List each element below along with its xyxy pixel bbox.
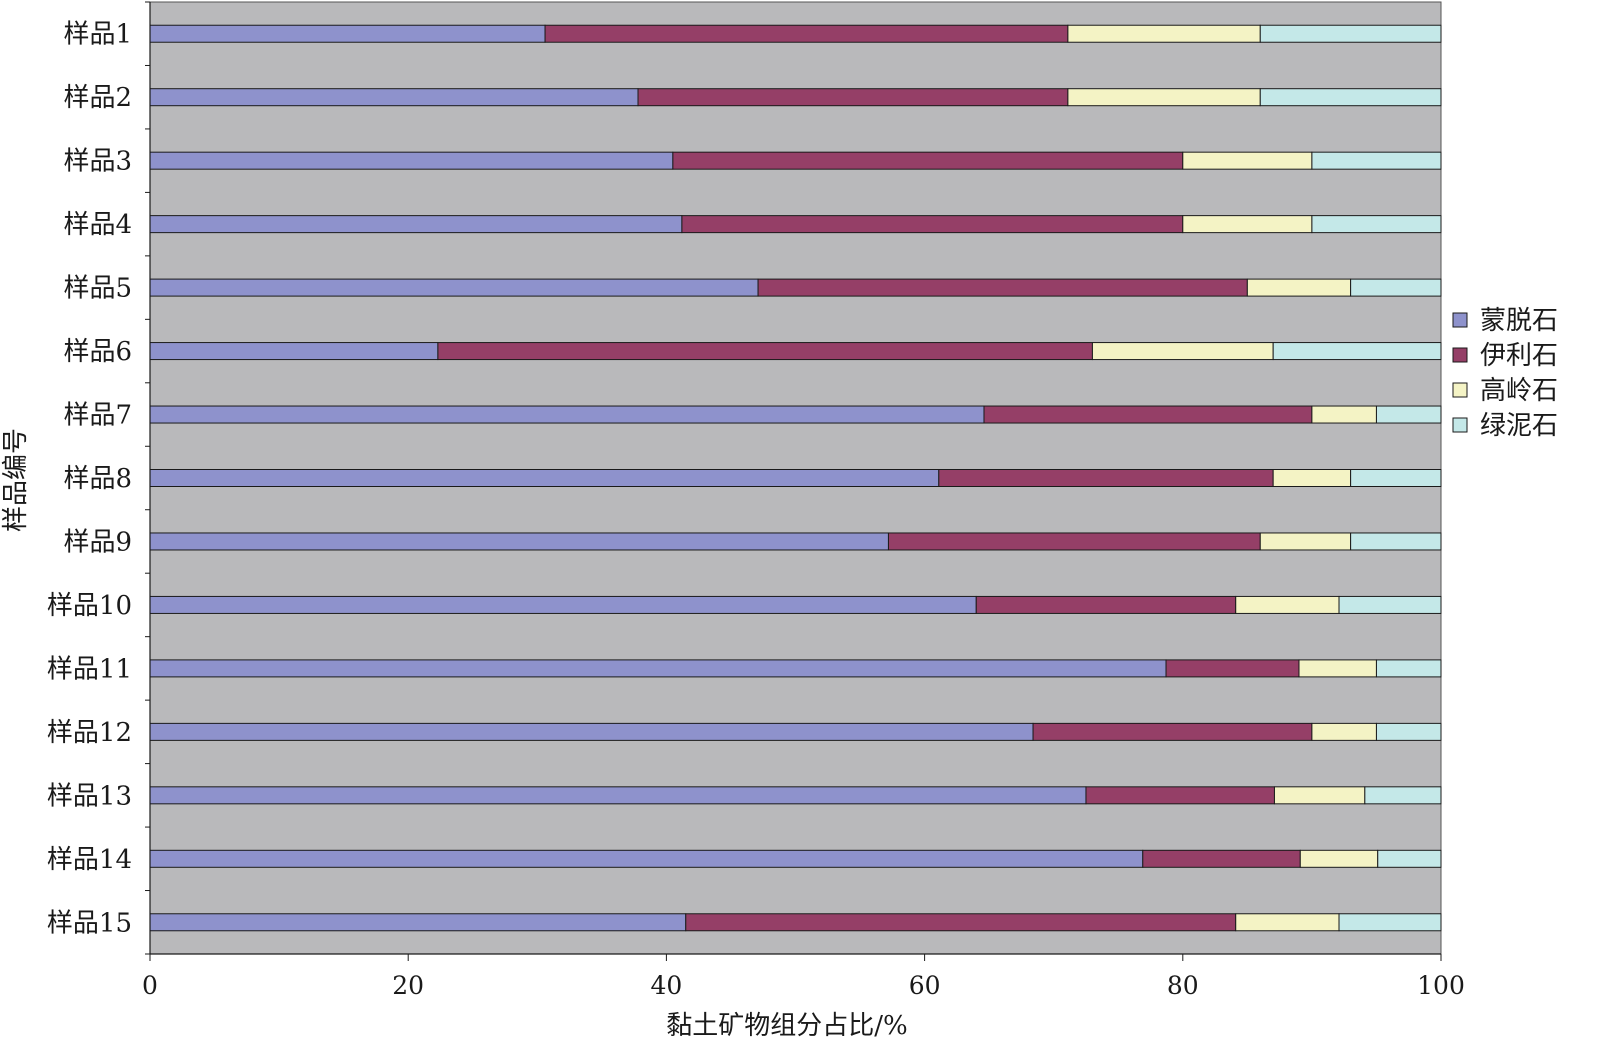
x-tick-label: 60 [909, 971, 941, 1000]
bar-6-series-2 [437, 342, 1093, 361]
y-tick-label: 样品15 [47, 908, 132, 938]
bar-6-series-3 [1091, 342, 1274, 361]
bar-6-series-4 [1272, 342, 1442, 361]
legend-swatch [1452, 382, 1468, 398]
bar-7-series-3 [1311, 405, 1377, 424]
bar-11-series-4 [1375, 659, 1442, 678]
bar-14-series-1 [149, 849, 1144, 868]
bar-5-series-2 [757, 278, 1248, 297]
y-tick-label: 样品10 [47, 591, 132, 621]
bar-1-series-1 [149, 24, 546, 43]
bars [149, 24, 1442, 932]
y-tick-label: 样品4 [63, 210, 132, 240]
y-tick-label: 样品11 [47, 654, 132, 684]
bar-15-series-2 [685, 913, 1237, 932]
y-tick-label: 样品13 [47, 781, 132, 811]
bar-14-series-3 [1299, 849, 1379, 868]
bar-9-series-4 [1350, 532, 1442, 551]
bar-11-series-2 [1165, 659, 1300, 678]
legend-swatch [1452, 347, 1468, 363]
bar-1-series-3 [1067, 24, 1261, 43]
bar-8-series-4 [1350, 469, 1442, 487]
bar-5-series-4 [1350, 278, 1442, 297]
bar-12-series-3 [1311, 722, 1377, 741]
legend-label: 伊利石 [1480, 341, 1558, 371]
bar-3-series-1 [149, 151, 674, 170]
bar-10-series-3 [1235, 595, 1340, 614]
legend-swatch [1452, 312, 1468, 328]
bar-13-series-1 [149, 786, 1087, 805]
bar-3-series-2 [672, 151, 1184, 170]
bar-8-series-1 [149, 469, 940, 487]
bar-14-series-4 [1377, 849, 1442, 868]
x-tick-label: 100 [1417, 971, 1465, 1000]
bar-10-series-4 [1338, 595, 1442, 614]
bar-12-series-1 [149, 722, 1034, 741]
bar-15-series-3 [1235, 913, 1340, 932]
bar-11-series-3 [1298, 659, 1377, 678]
y-tick-label: 样品7 [63, 401, 132, 431]
bar-2-series-4 [1259, 88, 1442, 107]
bar-4-series-1 [149, 215, 683, 234]
bar-7-series-1 [149, 405, 985, 424]
bar-8-series-3 [1272, 469, 1352, 487]
legend-label: 绿泥石 [1480, 411, 1558, 441]
bar-14-series-2 [1142, 849, 1301, 868]
bar-12-series-4 [1375, 722, 1442, 741]
bar-1-series-2 [544, 24, 1069, 43]
bar-3-series-3 [1182, 151, 1313, 170]
bar-2-series-1 [149, 88, 639, 107]
y-tick-label: 样品14 [47, 845, 132, 875]
x-axis-title: 黏土矿物组分占比/% [666, 1011, 907, 1041]
y-tick-label: 样品2 [63, 83, 132, 113]
bar-9-series-1 [149, 532, 889, 551]
bar-13-series-2 [1085, 786, 1275, 805]
bar-9-series-2 [887, 532, 1261, 551]
legend-label: 蒙脱石 [1480, 306, 1558, 336]
x-tick-label: 80 [1167, 971, 1199, 1000]
bar-2-series-2 [637, 88, 1069, 107]
bar-4-series-3 [1182, 215, 1313, 234]
bar-4-series-2 [681, 215, 1184, 234]
bar-2-series-3 [1067, 88, 1261, 107]
bar-5-series-3 [1246, 278, 1352, 297]
bar-7-series-2 [983, 405, 1313, 424]
bar-8-series-2 [938, 469, 1274, 487]
bar-10-series-1 [149, 595, 977, 614]
y-tick-label: 样品3 [63, 147, 132, 177]
y-tick-label: 样品1 [63, 20, 132, 50]
bar-7-series-4 [1375, 405, 1442, 424]
y-axis-title: 样品编号 [1, 428, 31, 532]
bar-4-series-4 [1311, 215, 1442, 234]
legend-swatch [1452, 417, 1468, 433]
bar-12-series-2 [1032, 722, 1313, 741]
y-tick-label: 样品5 [63, 274, 132, 304]
bar-10-series-2 [975, 595, 1237, 614]
bar-6-series-1 [149, 342, 439, 361]
bar-13-series-3 [1273, 786, 1366, 805]
legend-label: 高岭石 [1480, 376, 1558, 406]
x-tick-label: 40 [650, 971, 682, 1000]
x-tick-label: 0 [142, 971, 158, 1000]
y-tick-label: 样品9 [63, 527, 132, 557]
x-tick-label: 20 [392, 971, 424, 1000]
bar-3-series-4 [1311, 151, 1442, 170]
bar-15-series-1 [149, 913, 687, 932]
y-tick-label: 样品12 [47, 718, 132, 748]
bar-5-series-1 [149, 278, 759, 297]
bar-13-series-4 [1364, 786, 1442, 805]
bar-1-series-4 [1259, 24, 1442, 43]
y-tick-label: 样品8 [63, 464, 132, 494]
bar-11-series-1 [149, 659, 1167, 678]
axes: 样品1 样品2 样品3 样品4 样品5 样品6 样品7 样品8 样品9 样品10 样品11 样品12 样… [47, 1, 1465, 1000]
bar-9-series-3 [1259, 532, 1352, 551]
y-tick-label: 样品6 [63, 337, 132, 367]
bar-15-series-4 [1338, 913, 1442, 932]
